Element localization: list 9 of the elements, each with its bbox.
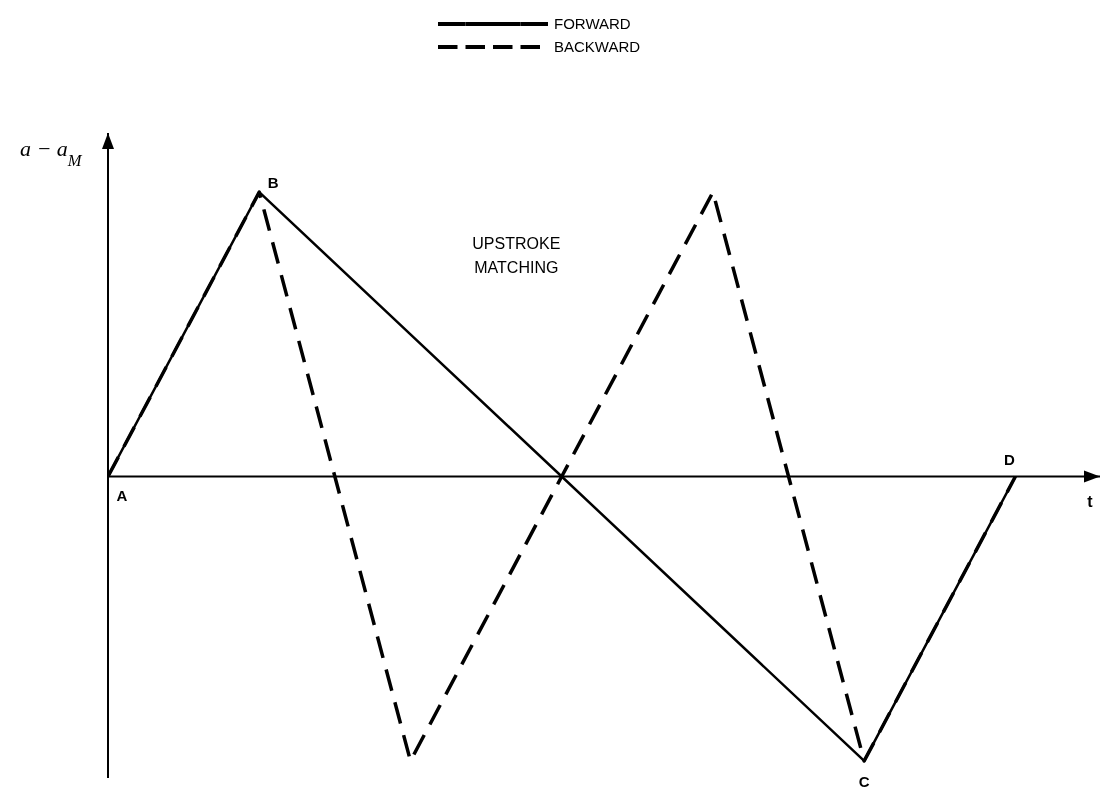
text: B [267,174,279,192]
annotation: UPSTROKE MATCHING [472,235,561,277]
annotation: A [116,486,128,504]
legend-label: FORWARD [554,15,631,32]
legend-label: BACKWARD [554,38,641,55]
text: C [858,772,870,790]
y-axis-title: a − a$_{M}$ [20,136,83,170]
x-axis-title: t [1087,492,1094,510]
annotation: D [1003,450,1015,468]
